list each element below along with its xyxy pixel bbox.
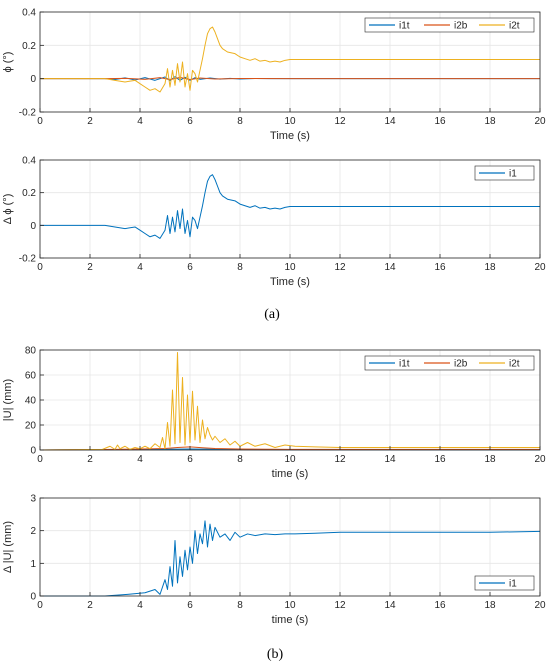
y-tick-label: 3	[30, 494, 36, 505]
x-tick-label: 14	[384, 600, 396, 611]
x-tick-label: 10	[284, 116, 296, 127]
y-tick-label: 80	[25, 346, 37, 357]
y-tick-label: 0.2	[22, 188, 36, 199]
x-tick-label: 20	[534, 116, 546, 127]
y-tick-label: 0	[30, 74, 36, 85]
x-tick-label: 2	[87, 600, 93, 611]
x-tick-label: 6	[187, 600, 193, 611]
x-tick-label: 0	[37, 454, 43, 465]
legend-label-i2t: i2t	[509, 21, 520, 32]
y-tick-label: 1	[30, 559, 36, 570]
x-tick-label: 12	[334, 262, 346, 273]
y-axis-label: Δ |U| (mm)	[2, 521, 14, 573]
x-tick-label: 10	[284, 454, 296, 465]
y-tick-label: 0	[30, 446, 36, 457]
series-line-i1	[40, 520, 541, 597]
legend-label-i2b: i2b	[454, 21, 468, 32]
x-tick-label: 4	[137, 454, 143, 465]
x-tick-label: 0	[37, 600, 43, 611]
x-tick-label: 12	[334, 454, 346, 465]
x-tick-label: 10	[284, 262, 296, 273]
x-tick-label: 16	[434, 262, 446, 273]
x-tick-label: 20	[534, 600, 546, 611]
y-axis-label: |U| (mm)	[2, 379, 14, 421]
legend-label-i1t: i1t	[399, 359, 410, 370]
x-tick-label: 14	[384, 116, 396, 127]
y-tick-label: 0.2	[22, 41, 36, 52]
x-tick-label: 2	[87, 454, 93, 465]
x-tick-label: 14	[384, 454, 396, 465]
x-tick-label: 12	[334, 600, 346, 611]
y-tick-label: 60	[25, 371, 37, 382]
x-tick-label: 16	[434, 600, 446, 611]
x-axis-label: Time (s)	[270, 276, 310, 288]
chart-u: 0 2 4 6 8 10 12 14 16 18 20 0 20 40 60 80 time (s) |U| (m…	[2, 346, 546, 481]
x-tick-label: 20	[534, 454, 546, 465]
y-tick-label: 0.4	[22, 156, 36, 167]
x-tick-label: 8	[237, 116, 243, 127]
x-tick-label: 4	[137, 600, 143, 611]
caption-a: (a)	[264, 307, 280, 322]
legend-label-i1t: i1t	[399, 21, 410, 32]
x-axis-label: Time (s)	[270, 130, 310, 142]
x-axis-label: time (s)	[272, 468, 309, 480]
x-tick-label: 18	[484, 262, 496, 273]
x-tick-label: 18	[484, 454, 496, 465]
x-tick-label: 2	[87, 262, 93, 273]
x-tick-label: 8	[237, 454, 243, 465]
x-tick-label: 8	[237, 262, 243, 273]
y-axis-label: Δ ϕ (°)	[2, 194, 14, 225]
x-tick-label: 14	[384, 262, 396, 273]
x-axis-label: time (s)	[272, 614, 309, 626]
x-tick-label: 6	[187, 454, 193, 465]
x-tick-label: 0	[37, 116, 43, 127]
x-tick-label: 2	[87, 116, 93, 127]
x-tick-label: 6	[187, 262, 193, 273]
x-tick-label: 20	[534, 262, 546, 273]
x-tick-label: 10	[284, 600, 296, 611]
y-tick-label: 2	[30, 526, 36, 537]
y-tick-label: -0.2	[19, 254, 37, 265]
x-tick-label: 6	[187, 116, 193, 127]
y-tick-label: 20	[25, 421, 37, 432]
series-line-i2t	[39, 352, 540, 451]
legend-label-i2b: i2b	[454, 359, 468, 370]
y-tick-label: 0	[30, 221, 36, 232]
series-line-i1	[40, 174, 540, 239]
y-tick-label: 40	[25, 396, 37, 407]
y-tick-label: 0.4	[22, 8, 36, 19]
x-tick-label: 4	[137, 262, 143, 273]
x-tick-label: 18	[484, 600, 496, 611]
series-line-i2t	[40, 26, 540, 93]
y-tick-label: -0.2	[19, 108, 37, 119]
x-tick-label: 16	[434, 116, 446, 127]
caption-b: (b)	[267, 647, 284, 662]
x-tick-label: 12	[334, 116, 346, 127]
x-tick-label: 0	[37, 262, 43, 273]
series-line-i2b	[40, 76, 540, 81]
x-tick-label: 8	[237, 600, 243, 611]
legend-label-i1: i1	[509, 169, 517, 180]
x-tick-label: 18	[484, 116, 496, 127]
legend-label-i2t: i2t	[509, 359, 520, 370]
y-tick-label: 0	[30, 592, 36, 603]
x-tick-label: 16	[434, 454, 446, 465]
legend-label-i1: i1	[509, 579, 517, 590]
y-axis-label: ϕ (°)	[2, 52, 14, 73]
x-tick-label: 4	[137, 116, 143, 127]
